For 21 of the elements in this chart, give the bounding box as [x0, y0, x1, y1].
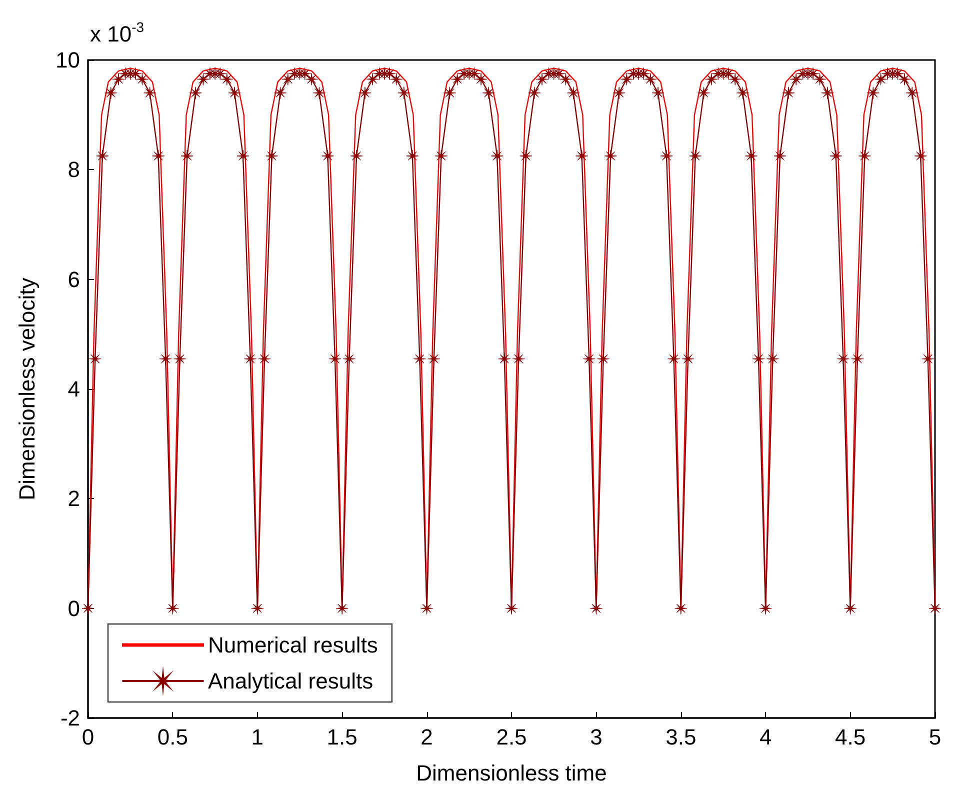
y-tick-label: 8 [68, 157, 80, 182]
x-tick-label: 4 [759, 724, 772, 750]
x-tick-label: 1 [251, 724, 264, 750]
x-axis-title: Dimensionless time [416, 760, 607, 786]
legend-label: Numerical results [208, 632, 378, 658]
y-axis-title: Dimensionless velocity [14, 278, 40, 500]
y-tick-label: 2 [68, 486, 80, 512]
x-tick-label: 4.5 [835, 724, 866, 750]
y-tick-label: 4 [68, 376, 80, 402]
x-tick-label: 5 [928, 724, 942, 750]
x-tick-label: 3.5 [666, 724, 696, 750]
y-tick-label: 6 [68, 266, 80, 292]
x-tick-label: 2.5 [496, 724, 527, 750]
y-tick-label: -2 [60, 706, 80, 730]
x-tick-label: 2 [420, 724, 433, 750]
y-tick-label: 10 [56, 48, 80, 72]
x-tick-label: 0.5 [157, 724, 188, 750]
y-tick-label: 0 [68, 596, 80, 621]
legend-label: Analytical results [208, 668, 374, 694]
x-tick-label: 1.5 [326, 724, 358, 750]
x-tick-label: 3 [590, 724, 602, 750]
